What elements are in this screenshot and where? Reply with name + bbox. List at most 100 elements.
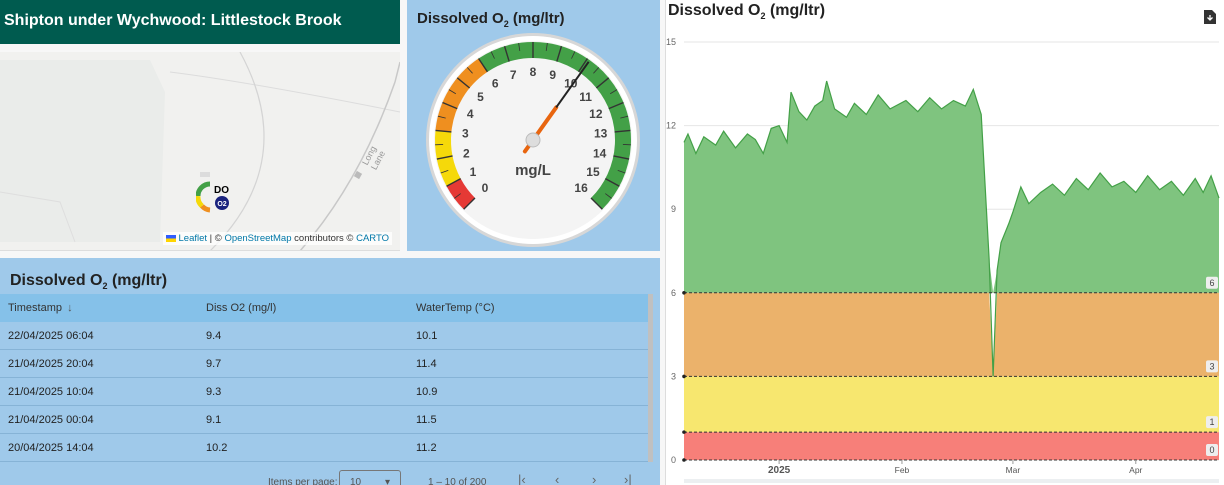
gauge-tick-label: 9 xyxy=(549,68,556,82)
map-tiles xyxy=(0,52,400,250)
gauge-tick xyxy=(466,67,473,74)
table-row: 21/04/2025 00:04 9.1 11.5 xyxy=(0,406,648,434)
gauge-tick-label: 12 xyxy=(589,107,603,121)
table-title-unit: (mg/ltr) xyxy=(107,272,168,289)
y-tick-label: 6 xyxy=(671,288,676,298)
table-row: 21/04/2025 20:04 9.7 11.4 xyxy=(0,350,648,378)
gauge-tick xyxy=(614,129,631,133)
gauge-tick-label: 13 xyxy=(594,126,608,140)
cell-disso2: 9.3 xyxy=(206,385,222,398)
chart-title-unit: (mg/ltr) xyxy=(765,2,826,19)
cell-disso2: 9.4 xyxy=(206,329,222,342)
gauge-title-main: Dissolved O xyxy=(417,10,504,27)
first-page-icon[interactable]: |‹ xyxy=(518,472,526,485)
threshold-label-bg xyxy=(1206,360,1218,373)
gauge-tick-label: 7 xyxy=(510,68,517,82)
gauge-tick xyxy=(545,43,548,52)
gauge-tick xyxy=(503,46,510,62)
next-page-icon[interactable]: › xyxy=(592,472,597,485)
chart-title-sub: 2 xyxy=(760,11,766,22)
gauge-tick-label: 0 xyxy=(482,181,489,195)
gauge-tick-label: 14 xyxy=(593,146,607,160)
threshold-label-bg xyxy=(1206,276,1218,289)
ukraine-flag-icon xyxy=(165,234,176,242)
x-tick-label: Mar xyxy=(1006,465,1021,475)
threshold-label: 3 xyxy=(1209,361,1214,371)
chart-scrollbar[interactable] xyxy=(684,479,1219,483)
chart-title: Dissolved O2 (mg/ltr) xyxy=(668,2,825,21)
gauge-tick xyxy=(604,178,620,187)
gauge-tick xyxy=(456,77,471,89)
map-attribution: Leaflet | © OpenStreetMap contributors ©… xyxy=(162,232,392,245)
threshold-dot xyxy=(682,458,686,462)
gauge-band xyxy=(435,58,488,133)
leaflet-link[interactable]: Leaflet xyxy=(178,233,208,244)
gauge-needle xyxy=(555,61,590,108)
gauge-tick xyxy=(442,101,458,110)
threshold-label: 1 xyxy=(1209,417,1214,427)
gauge-tick-label: 4 xyxy=(467,107,474,121)
readings-table: Timestamp ↓ Diss O2 (mg/l) WaterTemp (°C… xyxy=(0,294,648,462)
threshold-dot xyxy=(682,374,686,379)
attrib-contrib: contributors © xyxy=(291,233,357,244)
cell-timestamp: 20/04/2025 14:04 xyxy=(8,441,94,454)
col-disso2-header[interactable]: Diss O2 (mg/l) xyxy=(206,302,277,314)
gauge-tick-label: 2 xyxy=(463,146,470,160)
osm-link[interactable]: OpenStreetMap xyxy=(224,233,292,244)
page-size-select[interactable]: 10 ▾ xyxy=(339,470,401,485)
table-scrollbar[interactable] xyxy=(648,294,653,462)
cell-disso2: 10.2 xyxy=(206,441,228,454)
cell-watertemp: 11.2 xyxy=(416,441,437,454)
cell-watertemp: 10.1 xyxy=(416,329,438,342)
gauge-tick xyxy=(571,51,576,59)
file-download-icon[interactable] xyxy=(1204,10,1216,24)
x-tick-label: 2025 xyxy=(768,465,791,476)
threshold-dot xyxy=(682,291,686,295)
table-row: 22/04/2025 06:04 9.4 10.1 xyxy=(0,322,648,350)
threshold-label: 6 xyxy=(1209,278,1214,288)
gauge-title-sub: 2 xyxy=(503,19,509,29)
chevron-down-icon: ▾ xyxy=(384,477,390,485)
x-tick-label: Feb xyxy=(895,465,910,475)
col-timestamp-header[interactable]: Timestamp ↓ xyxy=(0,302,198,314)
gauge-tick-label: 8 xyxy=(530,65,537,79)
threshold-band xyxy=(684,432,1219,460)
gauge-tick xyxy=(617,169,626,174)
carto-link[interactable]: CARTO xyxy=(356,233,389,244)
col-watertemp-header[interactable]: WaterTemp (°C) xyxy=(416,302,495,314)
do-gauge-marker[interactable]: O2 DO xyxy=(196,180,236,216)
cell-disso2: 9.7 xyxy=(206,357,222,370)
gauge-tick xyxy=(613,155,630,160)
cell-watertemp: 11.4 xyxy=(416,357,437,370)
table-panel: Dissolved O2 (mg/ltr) Timestamp ↓ Diss O… xyxy=(0,258,660,485)
y-tick-label: 12 xyxy=(666,121,676,131)
threshold-band xyxy=(684,292,1219,377)
gauge-tick xyxy=(595,77,610,89)
gauge-tick xyxy=(490,51,495,59)
gauge-tick xyxy=(446,178,462,187)
cell-disso2: 9.1 xyxy=(206,413,222,426)
chart-panel: 0 3 6 9 12 15 0 1 3 6 2025 Feb Mar Apr Dissolved O2 (… xyxy=(665,0,1224,485)
gauge-tick-label: 5 xyxy=(477,90,484,104)
arrow-down-icon: ↓ xyxy=(67,302,73,314)
gauge-tick-label: 15 xyxy=(586,165,600,179)
cell-watertemp: 10.9 xyxy=(416,385,438,398)
table-title-sub: 2 xyxy=(102,281,108,292)
items-per-page-label: Items per page: xyxy=(268,477,338,485)
gauge-tick xyxy=(556,46,563,62)
gauge-tick xyxy=(436,155,453,160)
chart-title-main: Dissolved O xyxy=(668,2,761,19)
threshold-label: 0 xyxy=(1209,445,1214,455)
gauge-tick-label: 11 xyxy=(579,90,592,104)
y-tick-label: 0 xyxy=(671,455,676,465)
y-tick-label: 3 xyxy=(671,371,676,381)
last-page-icon[interactable]: ›| xyxy=(624,472,632,485)
gauge-tick-label: 10 xyxy=(564,76,578,90)
y-tick-label: 15 xyxy=(666,37,676,47)
site-map[interactable]: Long Lane O2 DO Leaflet | © OpenStreetMa… xyxy=(0,52,400,251)
gauge-tick-label: 6 xyxy=(492,76,499,90)
prev-page-icon[interactable]: ‹ xyxy=(555,472,560,485)
gauge-tick xyxy=(440,169,449,174)
gauge-tick xyxy=(454,193,461,199)
page-range: 1 – 10 of 200 xyxy=(428,477,487,485)
